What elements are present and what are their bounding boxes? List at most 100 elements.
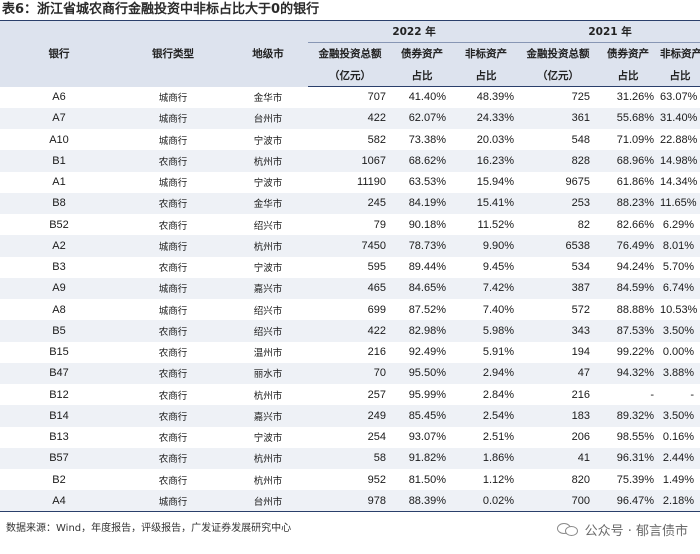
cell-bank-type: 农商行 (118, 150, 228, 172)
cell-bank: B52 (49, 218, 69, 231)
cell-nonstd-ratio-2021: 2.18% (660, 490, 700, 513)
cell-bank: B14 (0, 405, 118, 427)
cell-nonstd-ratio-2022: 1.86% (452, 447, 521, 469)
table-row: A10 城商行 宁波市 582 73.38% 20.03% 548 71.09% 22.88% (0, 129, 700, 150)
cell-total-2021: 253 (520, 192, 597, 214)
cell-bank: A7 (0, 107, 118, 129)
table-row: B52 农商行 绍兴市 79 90.18% 11.52% 82 82.66% 6.29% (0, 214, 700, 235)
cell-nonstd-ratio-2022: 11.52% (477, 218, 515, 231)
table-row: A8 城商行 绍兴市 699 87.52% 7.40% 572 88.88% 10.53% (0, 299, 700, 320)
cell-total-2022: 582 (367, 133, 386, 146)
cell-bond-ratio-2022: 89.44% (408, 261, 446, 274)
cell-bond-ratio-2021: 82.66% (616, 218, 655, 231)
cell-nonstd-ratio-2022: 1.12% (482, 473, 515, 486)
cell-total-2022: 707 (367, 91, 386, 104)
cell-bond-ratio-2021: - (650, 388, 655, 401)
cell-city: 杭州市 (228, 235, 308, 257)
table-row: B15 农商行 温州市 216 92.49% 5.91% 194 99.22% 0.00% (0, 342, 700, 363)
cell-bank-type: 城商行 (158, 135, 188, 147)
cell-total-2022: 249 (308, 405, 392, 427)
cell-city: 宁波市 (253, 433, 283, 445)
cell-bond-ratio-2021: 76.49% (596, 235, 661, 257)
table-row: A2 城商行 杭州市 7450 78.73% 9.90% 6538 76.49% 8.01% (0, 235, 700, 257)
cell-total-2022: 58 (308, 447, 392, 469)
cell-bank: B3 (52, 261, 66, 274)
cell-bond-ratio-2022: 95.50% (392, 362, 452, 384)
cell-total-2021: 828 (520, 150, 597, 172)
table-row: A4 城商行 台州市 978 88.39% 0.02% 700 96.47% 2.18% (0, 490, 700, 513)
cell-total-2022: 7450 (308, 235, 392, 257)
cell-bank-type: 农商行 (118, 192, 228, 214)
table-header: 银行 银行类型 地级市 2022 年 2021 年 金融投资总额 债券资产 非标… (0, 20, 700, 87)
table-row: B3 农商行 宁波市 595 89.44% 9.45% 534 94.24% 5.70% (0, 257, 700, 278)
cell-city: 嘉兴市 (228, 405, 308, 427)
cell-city: 丽水市 (228, 362, 308, 384)
cell-total-2022: 595 (367, 261, 386, 274)
cell-city: 绍兴市 (253, 220, 283, 232)
cell-bond-ratio-2022: 85.45% (392, 405, 452, 427)
cell-city: 台州市 (228, 490, 308, 513)
cell-nonstd-ratio-2022: 48.39% (476, 91, 515, 104)
cell-bank-type: 城商行 (158, 305, 188, 317)
header-total-unit-2022: （亿元） (308, 64, 392, 87)
cell-total-2022: 254 (367, 431, 386, 444)
cell-bond-ratio-2022: 92.49% (408, 346, 446, 359)
cell-bank-type: 城商行 (118, 107, 228, 129)
cell-city: 杭州市 (253, 475, 283, 487)
cell-bank: A6 (52, 91, 66, 104)
cell-total-2022: 70 (308, 362, 392, 384)
cell-bond-ratio-2021: 55.68% (596, 107, 661, 129)
cell-bank-type: 城商行 (158, 178, 188, 190)
cell-total-2021: 534 (571, 261, 591, 274)
cell-nonstd-ratio-2022: 9.45% (482, 261, 515, 274)
cell-city: 杭州市 (228, 447, 308, 469)
cell-nonstd-ratio-2021: 2.44% (660, 447, 700, 469)
cell-total-2021: 361 (520, 107, 597, 129)
cell-bank: B1 (0, 150, 118, 172)
cell-bond-ratio-2021: 31.26% (616, 91, 655, 104)
cell-total-2021: 47 (520, 362, 597, 384)
table-row: B14 农商行 嘉兴市 249 85.45% 2.54% 183 89.32% 3.50% (0, 405, 700, 427)
cell-bank-type: 农商行 (158, 475, 188, 487)
cell-bond-ratio-2021: 96.47% (596, 490, 661, 513)
cell-total-2021: 6538 (520, 235, 597, 257)
header-city: 地级市 (228, 20, 308, 87)
cell-bond-ratio-2022: 81.50% (408, 473, 446, 486)
cell-nonstd-ratio-2022: 15.94% (476, 176, 515, 189)
header-total-unit-2021: （亿元） (520, 64, 597, 87)
header-total-2021: 金融投资总额 (520, 42, 597, 65)
cell-bank: B12 (49, 388, 69, 401)
cell-city: 嘉兴市 (228, 277, 308, 299)
cell-bank-type: 农商行 (118, 320, 228, 342)
cell-bond-ratio-2021: 94.32% (596, 362, 661, 384)
cell-bank: B8 (0, 192, 118, 214)
cell-nonstd-ratio-2022: 7.40% (482, 303, 515, 316)
footer: 数据来源：Wind，年度报告，评级报告，广发证券发展研究中心 公众号 · 郁言债… (0, 516, 700, 554)
cell-city: 金华市 (228, 192, 308, 214)
table-row: A9 城商行 嘉兴市 465 84.65% 7.42% 387 84.59% 6.74% (0, 277, 700, 299)
cell-city: 台州市 (228, 107, 308, 129)
table-body: A6 城商行 金华市 707 41.40% 48.39% 725 31.26% 63.07% A7… (0, 87, 700, 513)
header-nonstd-ratio-2021: 占比 (660, 64, 700, 87)
cell-bank-type: 城商行 (118, 277, 228, 299)
cell-nonstd-ratio-2021: 6.74% (660, 277, 700, 299)
cell-nonstd-ratio-2021: 3.50% (660, 320, 700, 342)
cell-bond-ratio-2021: 84.59% (596, 277, 661, 299)
cell-total-2021: 194 (571, 346, 591, 359)
cell-total-2021: 548 (571, 133, 591, 146)
cell-total-2022: 216 (367, 346, 386, 359)
cell-city: 杭州市 (253, 390, 283, 402)
cell-bank-type: 农商行 (118, 362, 228, 384)
cell-bond-ratio-2022: 68.62% (392, 150, 452, 172)
cell-nonstd-ratio-2022: 5.91% (482, 346, 515, 359)
watermark-text: 公众号 · 郁言债市 (584, 524, 688, 539)
cell-city: 绍兴市 (228, 320, 308, 342)
cell-total-2022: 79 (373, 218, 386, 231)
cell-city: 宁波市 (253, 135, 283, 147)
table-row: B2 农商行 杭州市 952 81.50% 1.12% 820 75.39% 1.49% (0, 469, 700, 490)
cell-bond-ratio-2022: 90.18% (408, 218, 446, 231)
cell-bond-ratio-2022: 95.99% (408, 388, 446, 401)
cell-bond-ratio-2021: 87.53% (596, 320, 661, 342)
cell-bank: A9 (0, 277, 118, 299)
cell-bond-ratio-2021: 68.96% (596, 150, 661, 172)
